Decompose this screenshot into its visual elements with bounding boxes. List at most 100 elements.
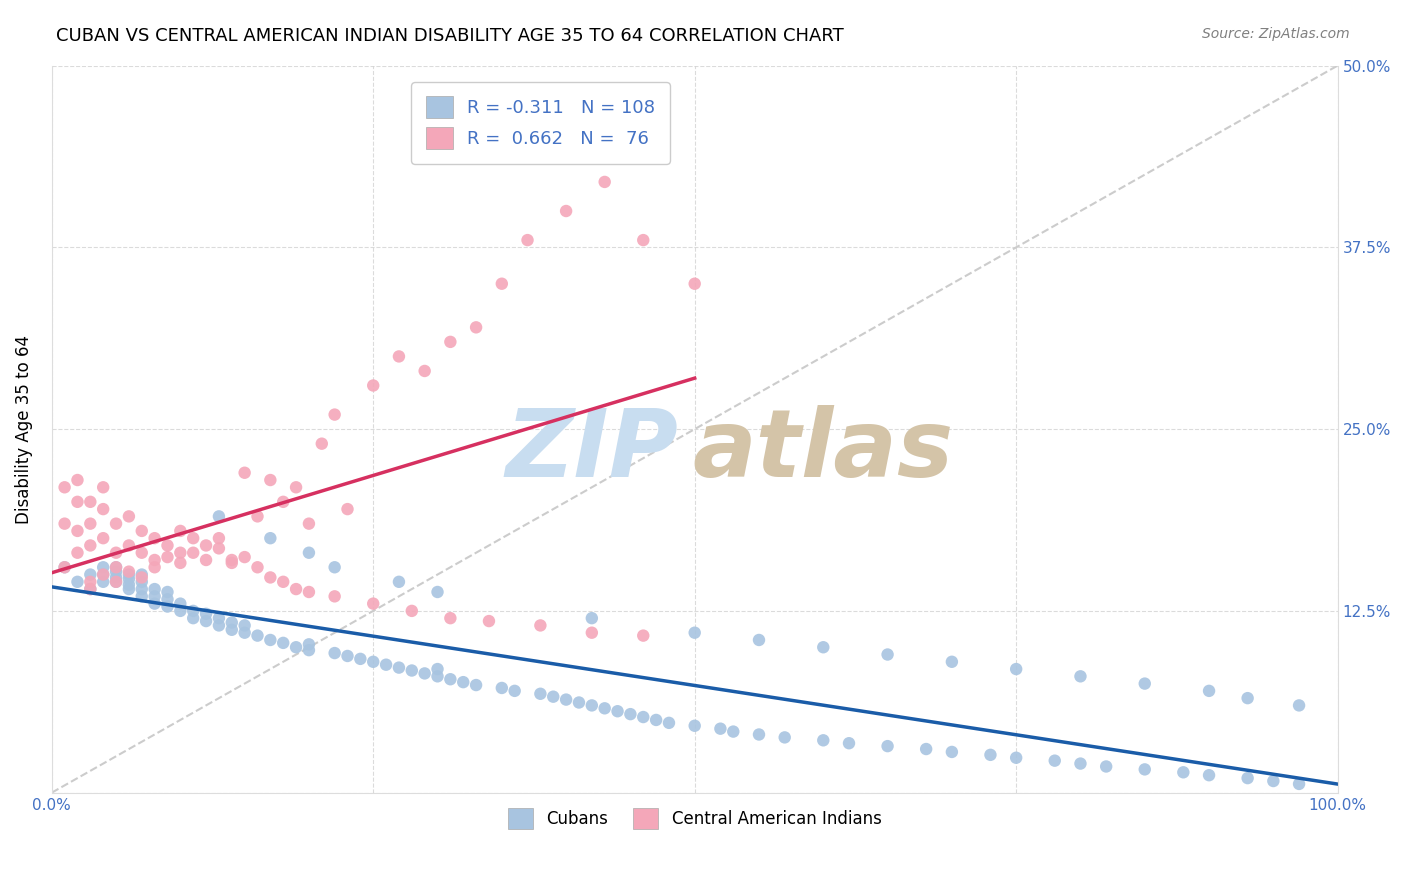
Point bbox=[118, 538, 141, 552]
Point bbox=[53, 560, 76, 574]
Point bbox=[361, 655, 384, 669]
Point bbox=[311, 436, 333, 450]
Point bbox=[156, 550, 179, 565]
Point bbox=[79, 495, 101, 509]
Point bbox=[118, 509, 141, 524]
Point bbox=[131, 574, 153, 589]
Point bbox=[79, 538, 101, 552]
Point bbox=[259, 473, 281, 487]
Point bbox=[1095, 759, 1118, 773]
Point bbox=[568, 696, 591, 710]
Point bbox=[979, 747, 1001, 762]
Point bbox=[439, 672, 461, 686]
Point bbox=[105, 560, 128, 574]
Point bbox=[361, 378, 384, 392]
Point bbox=[143, 597, 166, 611]
Point bbox=[105, 546, 128, 560]
Point bbox=[336, 648, 359, 663]
Point bbox=[208, 541, 231, 556]
Point bbox=[53, 516, 76, 531]
Y-axis label: Disability Age 35 to 64: Disability Age 35 to 64 bbox=[15, 334, 32, 524]
Point bbox=[298, 643, 321, 657]
Point bbox=[271, 574, 294, 589]
Point bbox=[413, 364, 436, 378]
Point bbox=[401, 604, 423, 618]
Point bbox=[208, 531, 231, 545]
Point bbox=[941, 745, 963, 759]
Point bbox=[105, 565, 128, 579]
Point bbox=[221, 623, 243, 637]
Point bbox=[79, 582, 101, 596]
Point bbox=[1043, 754, 1066, 768]
Point bbox=[131, 524, 153, 538]
Point bbox=[658, 715, 681, 730]
Point bbox=[53, 560, 76, 574]
Point bbox=[181, 531, 204, 545]
Point bbox=[593, 175, 616, 189]
Point bbox=[118, 582, 141, 596]
Point bbox=[233, 550, 256, 565]
Point bbox=[516, 233, 538, 247]
Point bbox=[491, 681, 513, 695]
Point bbox=[143, 531, 166, 545]
Point bbox=[619, 707, 641, 722]
Point bbox=[298, 637, 321, 651]
Point bbox=[131, 582, 153, 596]
Legend: Cubans, Central American Indians: Cubans, Central American Indians bbox=[502, 802, 889, 835]
Point bbox=[169, 524, 191, 538]
Point bbox=[683, 277, 706, 291]
Point bbox=[169, 546, 191, 560]
Point bbox=[1069, 669, 1091, 683]
Point bbox=[91, 567, 114, 582]
Point bbox=[683, 625, 706, 640]
Point bbox=[541, 690, 564, 704]
Point bbox=[285, 480, 308, 494]
Point bbox=[208, 618, 231, 632]
Point bbox=[426, 669, 449, 683]
Point bbox=[156, 585, 179, 599]
Point bbox=[208, 509, 231, 524]
Point bbox=[1236, 691, 1258, 706]
Point bbox=[66, 495, 89, 509]
Point bbox=[1288, 777, 1310, 791]
Point bbox=[181, 611, 204, 625]
Point bbox=[66, 546, 89, 560]
Point bbox=[195, 538, 218, 552]
Point bbox=[298, 546, 321, 560]
Point bbox=[813, 640, 835, 655]
Point bbox=[91, 480, 114, 494]
Point bbox=[246, 560, 269, 574]
Point bbox=[426, 662, 449, 676]
Point bbox=[105, 574, 128, 589]
Point bbox=[1236, 771, 1258, 785]
Point bbox=[555, 692, 578, 706]
Point bbox=[491, 277, 513, 291]
Point bbox=[221, 556, 243, 570]
Point bbox=[401, 664, 423, 678]
Point bbox=[1263, 774, 1285, 789]
Point bbox=[773, 731, 796, 745]
Point bbox=[131, 570, 153, 584]
Point bbox=[503, 684, 526, 698]
Point bbox=[131, 590, 153, 604]
Point bbox=[259, 531, 281, 545]
Point bbox=[1133, 763, 1156, 777]
Point bbox=[723, 724, 745, 739]
Point bbox=[1288, 698, 1310, 713]
Point bbox=[118, 578, 141, 592]
Point bbox=[633, 710, 655, 724]
Point bbox=[465, 320, 488, 334]
Point bbox=[876, 648, 898, 662]
Point bbox=[683, 719, 706, 733]
Point bbox=[323, 408, 346, 422]
Point bbox=[375, 657, 398, 672]
Point bbox=[79, 516, 101, 531]
Point bbox=[221, 553, 243, 567]
Text: ZIP: ZIP bbox=[505, 405, 678, 497]
Point bbox=[1173, 765, 1195, 780]
Point bbox=[439, 611, 461, 625]
Point bbox=[581, 611, 603, 625]
Point bbox=[118, 567, 141, 582]
Point bbox=[105, 570, 128, 584]
Point bbox=[91, 502, 114, 516]
